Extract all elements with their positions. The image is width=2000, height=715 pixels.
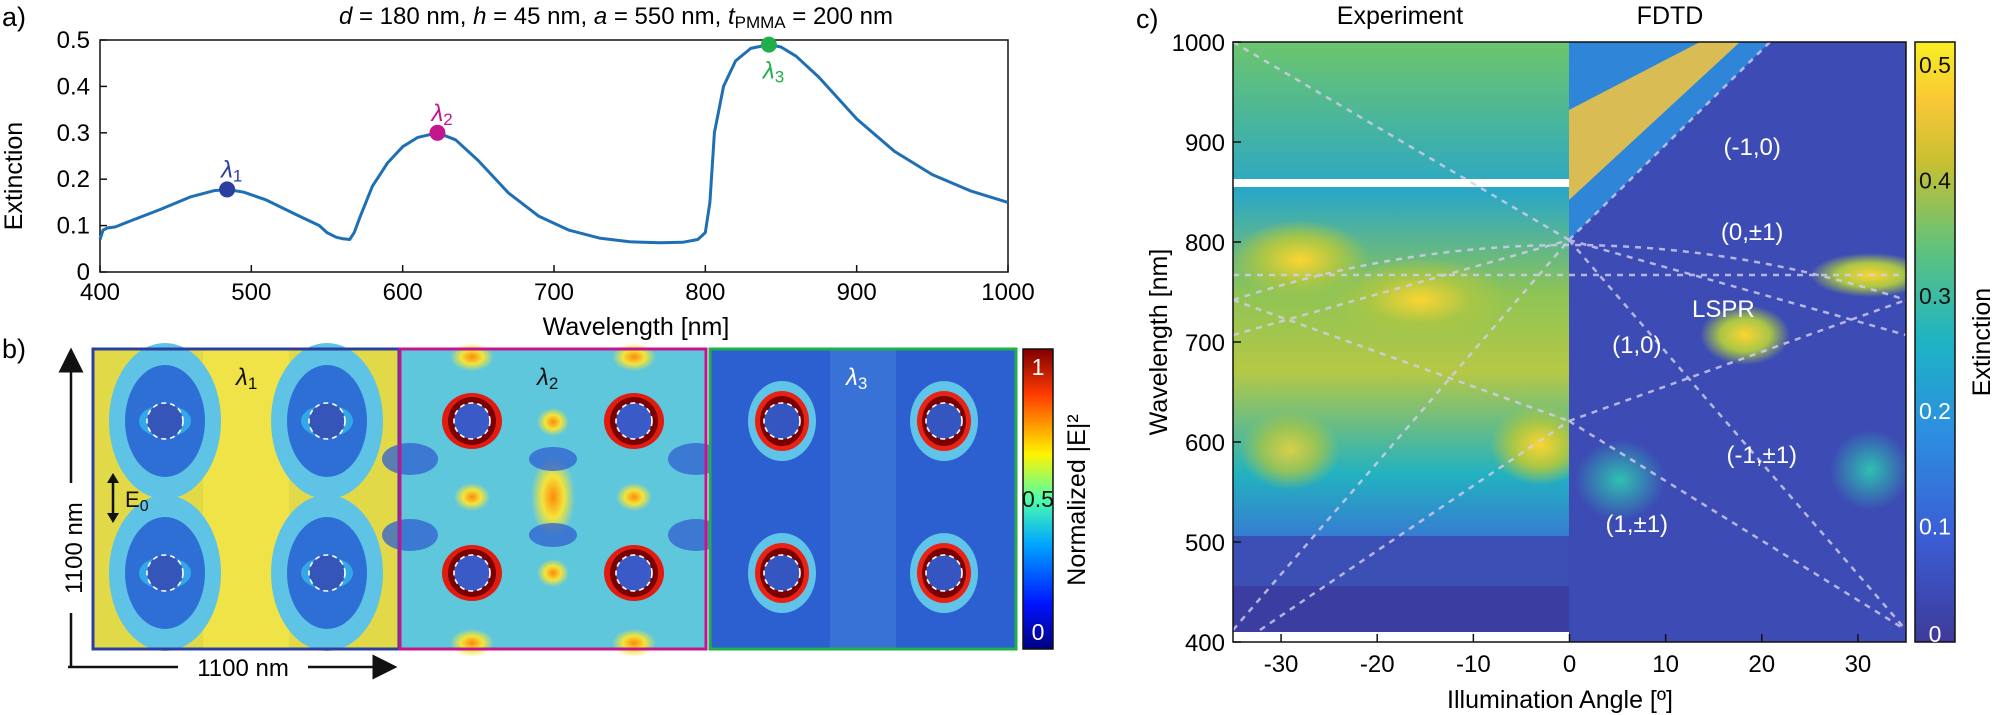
diffraction-mode-label: LSPR xyxy=(1692,296,1755,323)
x-tick-label: 0 xyxy=(1563,651,1576,678)
resonance-marker-1 xyxy=(219,181,236,198)
y-tick-label: 0.1 xyxy=(57,213,90,240)
colorbar-field-tick: 0 xyxy=(1032,619,1045,645)
colorbar-extinction-tick: 0 xyxy=(1929,621,1942,647)
extinction-series-line xyxy=(98,43,1009,245)
panel-label-c: c) xyxy=(1136,4,1159,34)
x-tick-label: 400 xyxy=(80,279,120,306)
field-map-1: λ1 E0 xyxy=(91,343,401,651)
y-tick-label: 0.4 xyxy=(57,73,90,100)
plot-frame-a xyxy=(99,39,1009,273)
y-tick-label: 0 xyxy=(77,259,90,286)
y-tick-label: 900 xyxy=(1185,130,1225,157)
plot-area-a: 400 500 600 700 800 900 1000 0 0.1 0.2 0.3 0.4 0.5 λ1… xyxy=(57,27,1035,306)
map-label-1: λ1 xyxy=(234,364,257,393)
colorbar-field-tick: 0.5 xyxy=(1022,486,1054,512)
x-tick-label: 10 xyxy=(1652,651,1679,678)
y-tick-label: 600 xyxy=(1185,430,1225,457)
y-tick-label: 800 xyxy=(1185,230,1225,257)
vertical-dimension-label: 1100 nm xyxy=(61,502,88,594)
resonance-label-1: λ1 xyxy=(219,156,242,185)
top-label-experiment: Experiment xyxy=(1337,2,1463,30)
resonance-label-2: λ2 xyxy=(429,100,452,129)
colorbar-field-label: Normalized |E|² xyxy=(1063,414,1091,585)
extinction-map xyxy=(1233,42,1906,642)
diffraction-mode-label: (0,±1) xyxy=(1721,219,1784,246)
colorbar-field-tick: 1 xyxy=(1032,354,1045,380)
field-map-3: λ3 xyxy=(708,347,1018,651)
x-tick-label: 700 xyxy=(534,279,574,306)
x-axis-label-c: Illumination Angle [º] xyxy=(1447,686,1673,714)
panel-label-b: b) xyxy=(2,334,26,364)
x-tick-label: 20 xyxy=(1748,651,1775,678)
y-axis-label-c: Wavelength [nm] xyxy=(1145,249,1173,436)
y-axis-label-a: Extinction xyxy=(0,122,28,230)
colorbar-extinction-tick: 0.2 xyxy=(1919,398,1951,424)
panel-b: b) 1100 nm 1100 nm xyxy=(2,334,1091,682)
field-polarization-label: E0 xyxy=(125,487,149,515)
x-tick-label: 500 xyxy=(231,279,271,306)
top-label-fdtd: FDTD xyxy=(1637,2,1704,30)
field-map-2: λ2 xyxy=(382,343,724,657)
diffraction-mode-label: (1,0) xyxy=(1612,332,1661,359)
diffraction-mode-label: (-1,0) xyxy=(1723,134,1780,161)
resonance-marker-2 xyxy=(429,124,446,141)
x-tick-label: -30 xyxy=(1264,651,1299,678)
resonance-marker-3 xyxy=(760,36,777,53)
resonance-label-3: λ3 xyxy=(761,58,784,87)
x-tick-label: 1000 xyxy=(981,279,1034,306)
diffraction-mode-label: (1,±1) xyxy=(1606,511,1669,538)
panel-c: c) Experiment FDTD xyxy=(1136,2,1996,714)
x-tick-label: 800 xyxy=(685,279,725,306)
panel-label-a: a) xyxy=(2,2,26,32)
x-axis-label-a: Wavelength [nm] xyxy=(543,313,730,341)
y-tick-label: 400 xyxy=(1185,630,1225,657)
y-tick-label: 700 xyxy=(1185,330,1225,357)
diffraction-mode-label: (-1,±1) xyxy=(1727,442,1798,469)
y-tick-label: 500 xyxy=(1185,530,1225,557)
y-tick-label: 1000 xyxy=(1172,30,1225,57)
y-tick-label: 0.3 xyxy=(57,120,90,147)
map-label-3: λ3 xyxy=(844,364,867,393)
colorbar-extinction-tick: 0.3 xyxy=(1919,283,1951,309)
y-tick-label: 0.2 xyxy=(57,166,90,193)
colorbar-extinction-tick: 0.5 xyxy=(1919,52,1951,78)
map-label-2: λ2 xyxy=(535,364,558,393)
colorbar-extinction-tick: 0.1 xyxy=(1919,514,1951,540)
chart-title: d = 180 nm, h = 45 nm, a = 550 nm, tPMMA… xyxy=(339,3,893,32)
mode-labels: (-1,0) (0,±1) LSPR (1,0) (-1,±1) (1,±1) xyxy=(1606,134,1798,538)
x-tick-label: -20 xyxy=(1360,651,1395,678)
colorbar-extinction-label: Extinction xyxy=(1968,288,1996,396)
x-tick-label: 900 xyxy=(837,279,877,306)
x-tick-label: 30 xyxy=(1845,651,1872,678)
colorbar-field: 1 0.5 0 Normalized |E|² xyxy=(1022,348,1091,650)
x-tick-label: -10 xyxy=(1456,651,1491,678)
colorbar-extinction-tick: 0.4 xyxy=(1919,167,1951,193)
x-tick-label: 600 xyxy=(383,279,423,306)
horizontal-dimension-label: 1100 nm xyxy=(197,655,289,682)
axes-c: -30 -20 -10 0 10 20 30 400 500 600 700 800 900 1000 xyxy=(1172,30,1872,678)
y-tick-label: 0.5 xyxy=(57,27,90,54)
colorbar-extinction: 0.5 0.4 0.3 0.2 0.1 0 Extinction xyxy=(1914,41,1996,647)
panel-a: a) d = 180 nm, h = 45 nm, a = 550 nm, tP… xyxy=(0,2,1035,341)
